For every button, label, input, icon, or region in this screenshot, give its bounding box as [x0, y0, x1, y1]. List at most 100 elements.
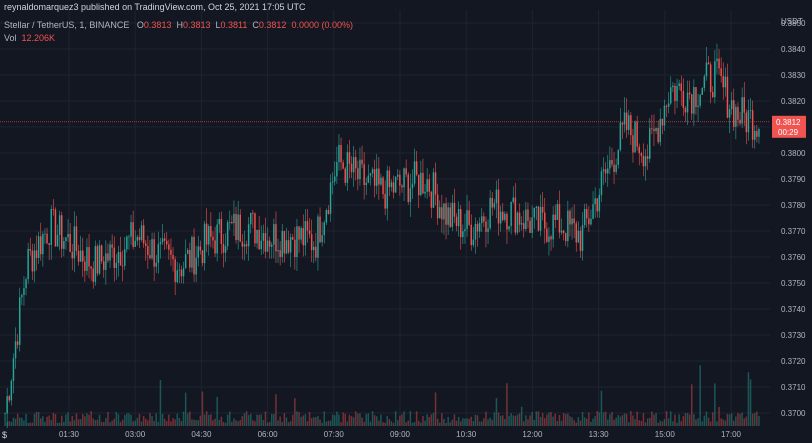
volume-bar	[357, 413, 359, 426]
candle-body	[499, 211, 502, 224]
candle-body	[577, 230, 580, 243]
candle-body	[724, 76, 727, 88]
volume-bar	[79, 419, 82, 426]
candle-body	[552, 214, 554, 240]
candle-body	[544, 212, 546, 229]
candle-body	[506, 213, 508, 230]
volume-bar	[745, 416, 748, 426]
candle-body	[178, 269, 181, 271]
volume-bar	[182, 411, 185, 426]
volume-bar	[546, 414, 548, 426]
volume-bar	[697, 418, 699, 426]
volume-bar	[117, 414, 120, 426]
candle-body	[69, 233, 71, 252]
volume-bar	[619, 416, 622, 426]
candle-body	[722, 76, 724, 88]
candle-body	[560, 230, 563, 233]
volume-bar	[415, 411, 418, 426]
volume-bar	[119, 421, 122, 426]
volume-bar	[399, 415, 401, 426]
volume-bar	[373, 415, 376, 426]
volume-bar	[405, 422, 407, 426]
candle-body	[334, 176, 336, 182]
candle-body	[546, 228, 548, 242]
volume-bar	[552, 416, 554, 426]
volume-bar	[531, 411, 533, 426]
candle-body	[256, 229, 258, 244]
volume-bar	[176, 413, 178, 426]
candle-body	[541, 206, 544, 213]
candle-body	[619, 122, 622, 151]
candle-body	[212, 236, 214, 241]
candle-body	[10, 380, 13, 401]
candle-body	[625, 112, 628, 130]
candle-body	[397, 174, 399, 177]
candle-body	[205, 223, 208, 245]
candle-body	[281, 231, 283, 257]
symbol-legend[interactable]: Stellar / TetherUS, 1, BINANCE O0.3813 H…	[4, 20, 353, 30]
candle-body	[98, 245, 101, 274]
volume-bar	[743, 418, 745, 426]
candle-body	[19, 297, 21, 345]
candle-body	[470, 224, 472, 246]
volume-bar	[113, 418, 115, 426]
volume-bar	[241, 416, 244, 426]
volume-bar	[728, 414, 731, 426]
candle-body	[252, 212, 254, 214]
candle-body	[655, 127, 657, 132]
volume-bar	[37, 412, 40, 426]
candle-body	[420, 172, 422, 196]
candle-body	[336, 162, 338, 177]
candle-body	[145, 243, 147, 246]
volume-bar	[214, 418, 216, 426]
candle-body	[495, 189, 498, 204]
candle-body	[384, 194, 386, 209]
volume-bar	[161, 413, 164, 426]
candle-body	[159, 242, 162, 245]
volume-bar	[92, 418, 94, 426]
volume-bar	[229, 411, 231, 426]
volume-bar	[684, 413, 687, 426]
candle-body	[182, 268, 185, 277]
candle-body	[233, 213, 235, 224]
candle-body	[237, 214, 239, 241]
candle-body	[657, 127, 659, 143]
volume-legend[interactable]: Vol 12.206K	[4, 33, 55, 43]
price-tick-label: 0.3820	[781, 97, 806, 106]
candle-body	[422, 172, 424, 194]
candle-body	[40, 236, 42, 255]
volume-bar	[67, 412, 69, 426]
volume-bar	[109, 422, 111, 426]
time-axis[interactable]: 01:30 03:00 04:30 06:00 07:30 09:00 10:30 12:00…	[59, 430, 742, 439]
volume-bar	[613, 419, 615, 426]
volume-bar	[250, 413, 252, 426]
volume-bar	[369, 421, 372, 426]
volume-bar	[754, 413, 756, 426]
volume-bar	[565, 413, 567, 426]
candle-body	[226, 222, 229, 247]
volume-bar	[529, 415, 531, 426]
candle-body	[428, 179, 430, 192]
candle-body	[649, 128, 651, 159]
price-tick-label: 0.3780	[781, 201, 806, 210]
volume-bar	[657, 422, 659, 426]
volume-bar	[130, 414, 132, 426]
volume-bar	[667, 418, 670, 426]
price-tick-label: 0.3800	[781, 149, 806, 158]
candle-body	[338, 144, 340, 163]
volume-bar	[380, 414, 382, 426]
volume-bar	[88, 414, 90, 426]
volume-bar	[174, 419, 176, 426]
tradingview-logo-icon[interactable]: $	[2, 430, 8, 440]
candle-body	[607, 168, 609, 174]
candle-body	[214, 240, 216, 254]
candle-body	[646, 156, 649, 159]
candle-body	[407, 174, 409, 202]
volume-bar	[14, 418, 17, 426]
volume-bar	[548, 412, 550, 426]
candle-body	[712, 92, 714, 98]
volume-bar	[180, 420, 183, 426]
volume-bar	[455, 420, 458, 426]
volume-bar	[663, 419, 666, 426]
